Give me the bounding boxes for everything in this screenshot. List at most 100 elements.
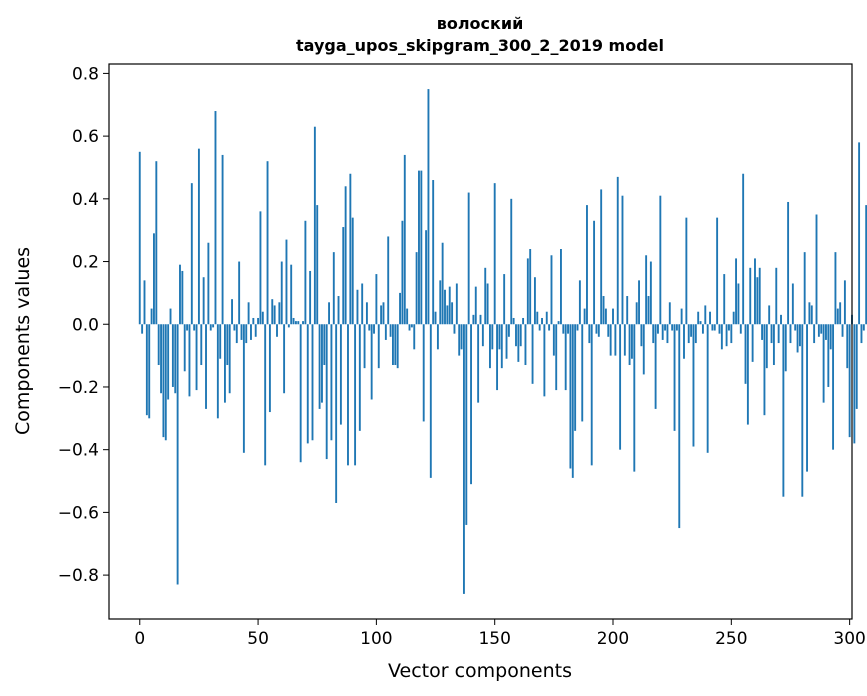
- bar: [389, 324, 392, 337]
- bar: [247, 302, 250, 325]
- bar: [578, 280, 581, 325]
- y-tick-label: −0.8: [58, 566, 99, 586]
- bar: [493, 183, 496, 325]
- bar: [342, 227, 345, 325]
- bar: [219, 324, 222, 359]
- bar: [576, 324, 579, 331]
- bar: [541, 317, 543, 325]
- bar: [595, 324, 598, 334]
- chart-subtitle: tayga_upos_skipgram_300_2_2019 model: [296, 36, 664, 55]
- bar: [394, 324, 397, 366]
- bar: [728, 324, 730, 331]
- bar: [462, 324, 465, 594]
- bar: [380, 305, 383, 325]
- bar: [233, 324, 236, 331]
- bar: [799, 324, 801, 347]
- bar: [344, 186, 347, 325]
- bar: [560, 249, 562, 325]
- x-tick-label: 300: [833, 629, 865, 649]
- bar: [817, 324, 820, 337]
- bar: [216, 324, 219, 419]
- bar: [841, 324, 844, 337]
- bar: [671, 324, 674, 331]
- bar: [418, 170, 420, 325]
- bar: [586, 205, 588, 325]
- bar: [212, 324, 215, 328]
- bar: [455, 283, 458, 325]
- bar: [718, 324, 721, 334]
- bar: [387, 236, 390, 325]
- bar: [531, 324, 534, 384]
- bar: [536, 311, 539, 325]
- bar: [347, 324, 349, 466]
- bar: [593, 220, 596, 325]
- y-axis-ticks: −0.8 −0.6 −0.4 −0.2 0.0 0.2 0.4 0.6 0.8: [58, 64, 109, 586]
- bar: [557, 321, 560, 325]
- bar: [628, 324, 631, 366]
- bar: [865, 205, 867, 325]
- bar: [645, 255, 648, 325]
- bar: [543, 324, 546, 397]
- bar: [273, 305, 276, 325]
- bar: [630, 324, 633, 359]
- bar: [555, 324, 558, 391]
- bar: [148, 324, 151, 419]
- bar: [526, 258, 529, 325]
- bar: [583, 308, 586, 325]
- bar: [410, 324, 413, 328]
- bar: [843, 280, 846, 325]
- bar: [749, 267, 752, 325]
- bar: [538, 324, 541, 331]
- bar: [202, 277, 205, 325]
- bar: [325, 324, 328, 460]
- bar: [642, 324, 645, 375]
- bar: [806, 324, 808, 472]
- bar: [311, 324, 314, 441]
- bar: [337, 296, 340, 325]
- bar: [392, 324, 394, 366]
- bar: [524, 324, 527, 366]
- bar: [732, 311, 735, 325]
- bar: [564, 324, 567, 391]
- bar: [283, 324, 286, 394]
- bar: [787, 201, 790, 325]
- bar: [472, 314, 475, 325]
- bar: [470, 324, 472, 485]
- bar: [318, 324, 321, 409]
- bar: [763, 324, 766, 416]
- bar: [820, 324, 823, 334]
- bar: [176, 324, 179, 585]
- bar: [758, 267, 761, 325]
- bar: [209, 324, 212, 331]
- bar: [226, 324, 229, 366]
- bar: [167, 324, 170, 400]
- bar: [697, 311, 700, 325]
- bar: [453, 324, 456, 334]
- bar: [477, 324, 480, 403]
- bar: [231, 299, 233, 325]
- bar: [711, 324, 714, 331]
- bar: [224, 324, 226, 403]
- bar: [197, 148, 200, 325]
- bar: [278, 302, 281, 325]
- bar: [600, 189, 603, 325]
- bar: [190, 183, 193, 325]
- bar: [157, 324, 160, 366]
- bar: [496, 324, 499, 391]
- bar: [266, 161, 269, 325]
- bar: [609, 324, 612, 356]
- bar: [765, 324, 768, 369]
- bar: [505, 324, 508, 359]
- bar: [399, 292, 401, 325]
- bar: [552, 324, 555, 356]
- bar: [451, 302, 454, 325]
- bar: [280, 261, 283, 325]
- bar: [607, 324, 610, 337]
- bar: [264, 324, 267, 466]
- bar: [365, 302, 368, 325]
- bar: [205, 324, 207, 409]
- bar: [235, 324, 238, 344]
- bar: [680, 308, 683, 325]
- bar: [302, 321, 304, 325]
- bar: [713, 324, 716, 331]
